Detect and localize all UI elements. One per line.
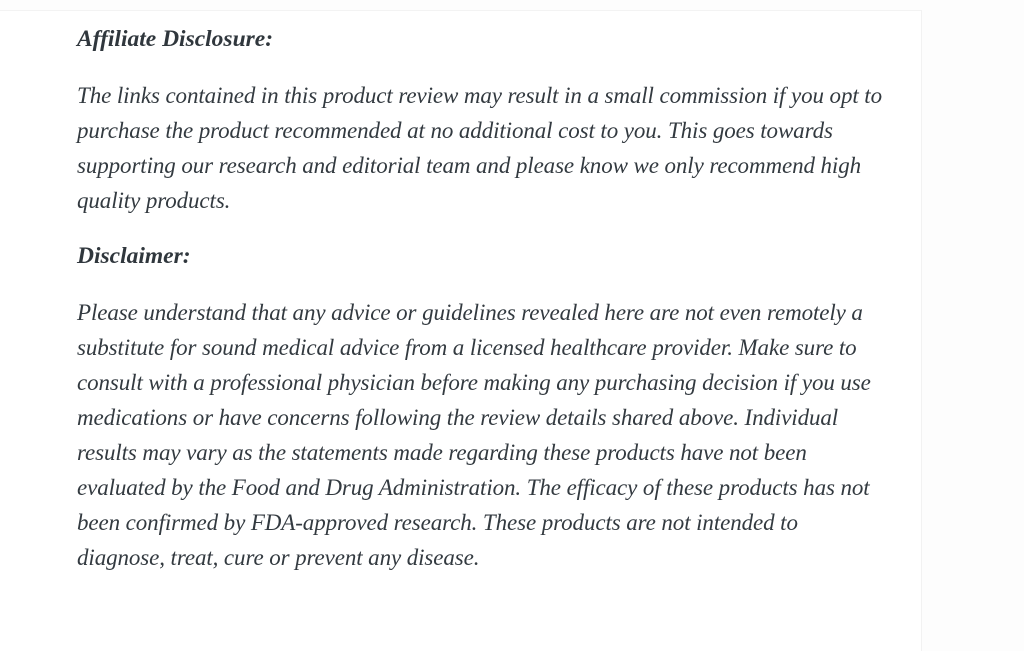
disclaimer-heading: Disclaimer: — [77, 243, 191, 269]
disclaimer-text: Please understand that any advice or gui… — [77, 300, 871, 570]
affiliate-disclosure-text: The links contained in this product revi… — [77, 83, 882, 213]
affiliate-disclosure-heading: Affiliate Disclosure: — [77, 26, 274, 52]
disclosure-article: Affiliate Disclosure: The links containe… — [77, 22, 883, 596]
content-card: Affiliate Disclosure: The links containe… — [0, 10, 922, 651]
